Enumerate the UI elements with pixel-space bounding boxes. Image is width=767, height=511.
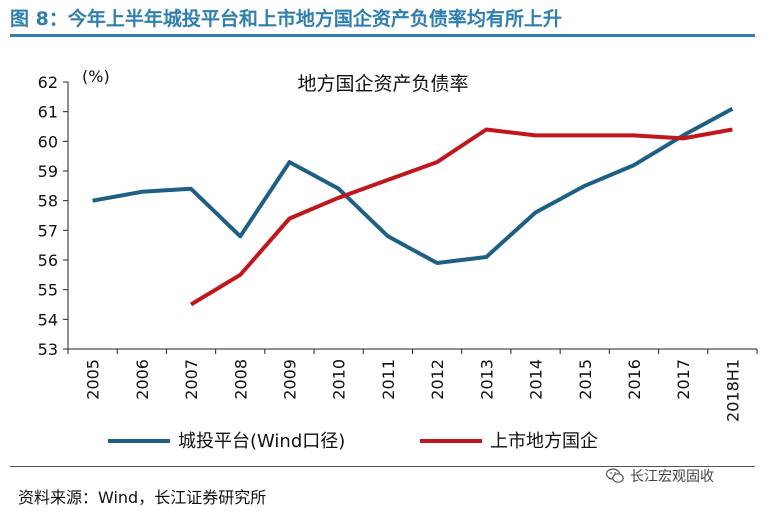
y-tick-label: 59 xyxy=(38,162,58,181)
series-line-2 xyxy=(189,127,733,307)
y-tick-label: 58 xyxy=(38,192,58,211)
x-tick-label: 2018H1 xyxy=(723,359,742,422)
legend-label-1: 城投平台(Wind口径) xyxy=(178,431,345,452)
x-tick-label: 2007 xyxy=(182,359,201,400)
source-note: 资料来源：Wind，长江证券研究所 xyxy=(18,488,267,507)
wechat-icon xyxy=(606,468,624,483)
y-tick-label: 61 xyxy=(38,103,58,122)
y-tick-label: 57 xyxy=(38,221,58,240)
legend: 城投平台(Wind口径) 上市地方国企 xyxy=(108,431,598,452)
y-axis-ticks: 53 54 55 56 57 58 59 60 61 62 xyxy=(38,73,68,359)
legend-label-2: 上市地方国企 xyxy=(490,431,598,452)
x-tick-label: 2010 xyxy=(330,359,349,400)
x-tick-label: 2011 xyxy=(379,359,398,400)
bottom-divider xyxy=(10,466,755,467)
y-unit-label: (%) xyxy=(82,67,110,86)
x-tick-label: 2013 xyxy=(477,359,496,400)
y-tick-label: 54 xyxy=(38,310,58,329)
y-tick-label: 62 xyxy=(38,73,58,92)
y-tick-label: 60 xyxy=(38,132,58,151)
y-tick-label: 53 xyxy=(38,340,58,359)
series-line-1 xyxy=(92,106,734,265)
series-lines xyxy=(92,106,734,307)
x-tick-label: 2009 xyxy=(280,359,299,400)
x-tick-label: 2012 xyxy=(428,359,447,400)
x-tick-label: 2008 xyxy=(231,359,250,400)
x-axis-ticks: 2005 2006 2007 2008 2009 2010 2011 2012 2013 2014… xyxy=(67,349,758,422)
chart-title: 地方国企资产负债率 xyxy=(297,73,468,95)
x-tick-label: 2017 xyxy=(674,359,693,400)
x-tick-label: 2005 xyxy=(84,359,103,400)
x-tick-label: 2006 xyxy=(133,359,152,400)
x-tick-label: 2015 xyxy=(576,359,595,400)
figure-title: 图 8：今年上半年城投平台和上市地方国企资产负债率均有所上升 xyxy=(10,8,562,30)
watermark-text: 长江宏观固收 xyxy=(630,469,714,485)
axes xyxy=(67,82,757,350)
watermark: 长江宏观固收 xyxy=(606,466,714,486)
x-tick-label: 2016 xyxy=(625,359,644,400)
y-tick-label: 56 xyxy=(38,251,58,270)
y-tick-label: 55 xyxy=(38,281,58,300)
x-tick-label: 2014 xyxy=(527,359,546,400)
title-divider xyxy=(10,34,755,37)
